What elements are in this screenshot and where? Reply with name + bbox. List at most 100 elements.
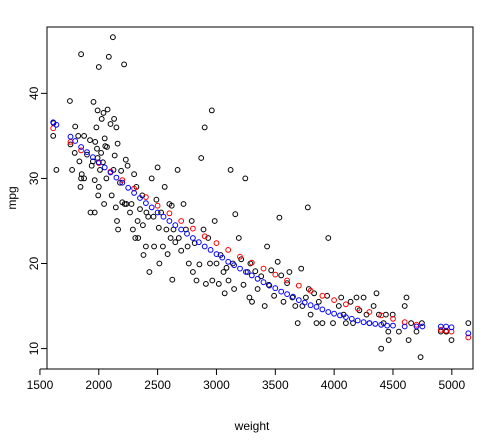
observed-point <box>221 290 228 297</box>
predicted-point <box>107 169 114 176</box>
x-tick-label: 3500 <box>262 378 289 392</box>
predicted-point <box>225 258 232 265</box>
observed-point <box>184 243 191 250</box>
predicted-point <box>125 184 132 191</box>
predicted-point <box>231 262 238 269</box>
observed-point <box>87 209 94 216</box>
observed-point <box>127 209 133 216</box>
observed-point <box>154 164 161 171</box>
observed-point <box>100 110 107 116</box>
observed-point <box>261 303 268 309</box>
predicted-point <box>366 320 373 327</box>
predicted-point <box>272 285 279 292</box>
observed-point <box>112 204 119 211</box>
observed-point <box>91 209 98 216</box>
predicted-point <box>195 239 202 246</box>
observed-point <box>111 116 117 122</box>
observed-point <box>208 107 215 114</box>
observed-point <box>347 298 354 305</box>
observed-point <box>319 320 326 327</box>
observed-point <box>175 235 182 241</box>
observed-point <box>254 286 261 292</box>
fitted-point <box>284 277 291 284</box>
fitted-point <box>437 327 444 333</box>
predicted-point <box>178 226 185 233</box>
observed-point <box>244 269 251 275</box>
observed-point <box>69 167 75 173</box>
observed-point <box>81 175 87 182</box>
observed-point <box>335 303 342 309</box>
predicted-point <box>201 243 208 250</box>
predicted-point <box>372 321 379 327</box>
observed-point <box>156 260 163 267</box>
observed-point <box>385 328 392 335</box>
observed-point <box>150 213 157 220</box>
observed-point <box>90 99 97 105</box>
observed-point <box>198 155 205 161</box>
predicted-point <box>166 218 173 224</box>
predicted-point <box>148 204 155 211</box>
observed-point <box>108 192 115 199</box>
observed-point <box>203 281 209 287</box>
observed-point <box>103 175 110 182</box>
observed-point <box>201 124 208 131</box>
predicted-point <box>160 213 167 220</box>
predicted-point <box>143 200 149 207</box>
observed-point <box>193 277 200 284</box>
observed-point <box>50 133 57 139</box>
fitted-points <box>50 125 472 341</box>
observed-point <box>121 61 127 68</box>
observed-point <box>132 235 139 241</box>
observed-point <box>172 239 179 246</box>
observed-point <box>104 106 111 113</box>
predicted-point <box>213 251 220 258</box>
observed-point <box>401 303 408 309</box>
observed-point <box>200 226 207 233</box>
predicted-point <box>113 174 120 181</box>
observed-point <box>324 292 331 299</box>
observed-point <box>178 247 185 254</box>
x-tick-label: 3000 <box>203 378 230 392</box>
fitted-point <box>143 194 149 201</box>
observed-point <box>215 281 222 287</box>
observed-point <box>274 258 281 265</box>
predicted-point <box>101 164 108 171</box>
fitted-point <box>343 301 349 308</box>
predicted-point <box>360 319 367 326</box>
predicted-point <box>384 322 391 329</box>
observed-point <box>107 121 114 127</box>
fitted-point <box>50 125 57 132</box>
observed-point <box>168 202 175 209</box>
predicted-point <box>190 235 196 241</box>
fitted-point <box>401 319 408 326</box>
observed-point <box>105 53 112 60</box>
observed-point <box>360 294 367 301</box>
observed-points <box>50 34 472 361</box>
fitted-point <box>154 202 161 209</box>
observed-point <box>91 177 98 184</box>
observed-point <box>385 337 392 344</box>
fitted-point <box>190 225 196 232</box>
observed-point <box>190 269 196 275</box>
observed-point <box>158 209 165 216</box>
predicted-point <box>325 309 332 315</box>
observed-point <box>235 235 242 241</box>
observed-point <box>155 224 162 231</box>
observed-point <box>169 276 176 283</box>
observed-point <box>97 167 103 173</box>
observed-point <box>90 158 96 165</box>
observed-point <box>148 175 155 182</box>
observed-point <box>325 235 332 241</box>
observed-point <box>448 337 455 344</box>
observed-point <box>227 167 234 173</box>
predicted-point <box>219 254 226 261</box>
observed-point <box>164 251 171 258</box>
observed-point <box>114 140 121 147</box>
observed-point <box>278 272 285 279</box>
fitted-point <box>225 247 232 253</box>
observed-point <box>196 261 203 268</box>
observed-point <box>225 277 232 284</box>
predicted-point <box>207 247 214 253</box>
observed-point <box>180 201 187 207</box>
observed-point <box>403 294 410 301</box>
